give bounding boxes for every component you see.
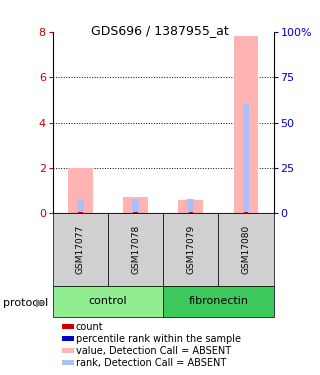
- Text: protocol: protocol: [3, 298, 48, 308]
- Bar: [163, 286, 274, 317]
- Bar: [62, 348, 74, 353]
- Text: value, Detection Call = ABSENT: value, Detection Call = ABSENT: [76, 345, 231, 355]
- Text: fibronectin: fibronectin: [188, 296, 248, 306]
- Bar: [108, 213, 163, 286]
- Bar: [132, 199, 139, 213]
- Text: GSM17079: GSM17079: [186, 225, 195, 274]
- Text: GSM17080: GSM17080: [242, 225, 251, 274]
- Text: GSM17077: GSM17077: [76, 225, 85, 274]
- Bar: [62, 360, 74, 365]
- Text: GDS696 / 1387955_at: GDS696 / 1387955_at: [91, 24, 229, 38]
- Text: percentile rank within the sample: percentile rank within the sample: [76, 334, 241, 344]
- Text: ▶: ▶: [36, 298, 44, 308]
- Bar: [53, 213, 108, 286]
- Bar: [62, 324, 74, 329]
- Bar: [77, 199, 84, 213]
- Text: GSM17078: GSM17078: [131, 225, 140, 274]
- Bar: [243, 105, 249, 213]
- Bar: [62, 336, 74, 341]
- Text: count: count: [76, 322, 104, 332]
- Bar: [68, 168, 93, 213]
- Bar: [188, 199, 194, 213]
- Text: rank, Detection Call = ABSENT: rank, Detection Call = ABSENT: [76, 357, 226, 368]
- Bar: [163, 213, 219, 286]
- Bar: [234, 36, 259, 213]
- Bar: [178, 200, 203, 213]
- Bar: [219, 213, 274, 286]
- Bar: [123, 198, 148, 213]
- Text: control: control: [89, 296, 127, 306]
- Bar: [53, 286, 163, 317]
